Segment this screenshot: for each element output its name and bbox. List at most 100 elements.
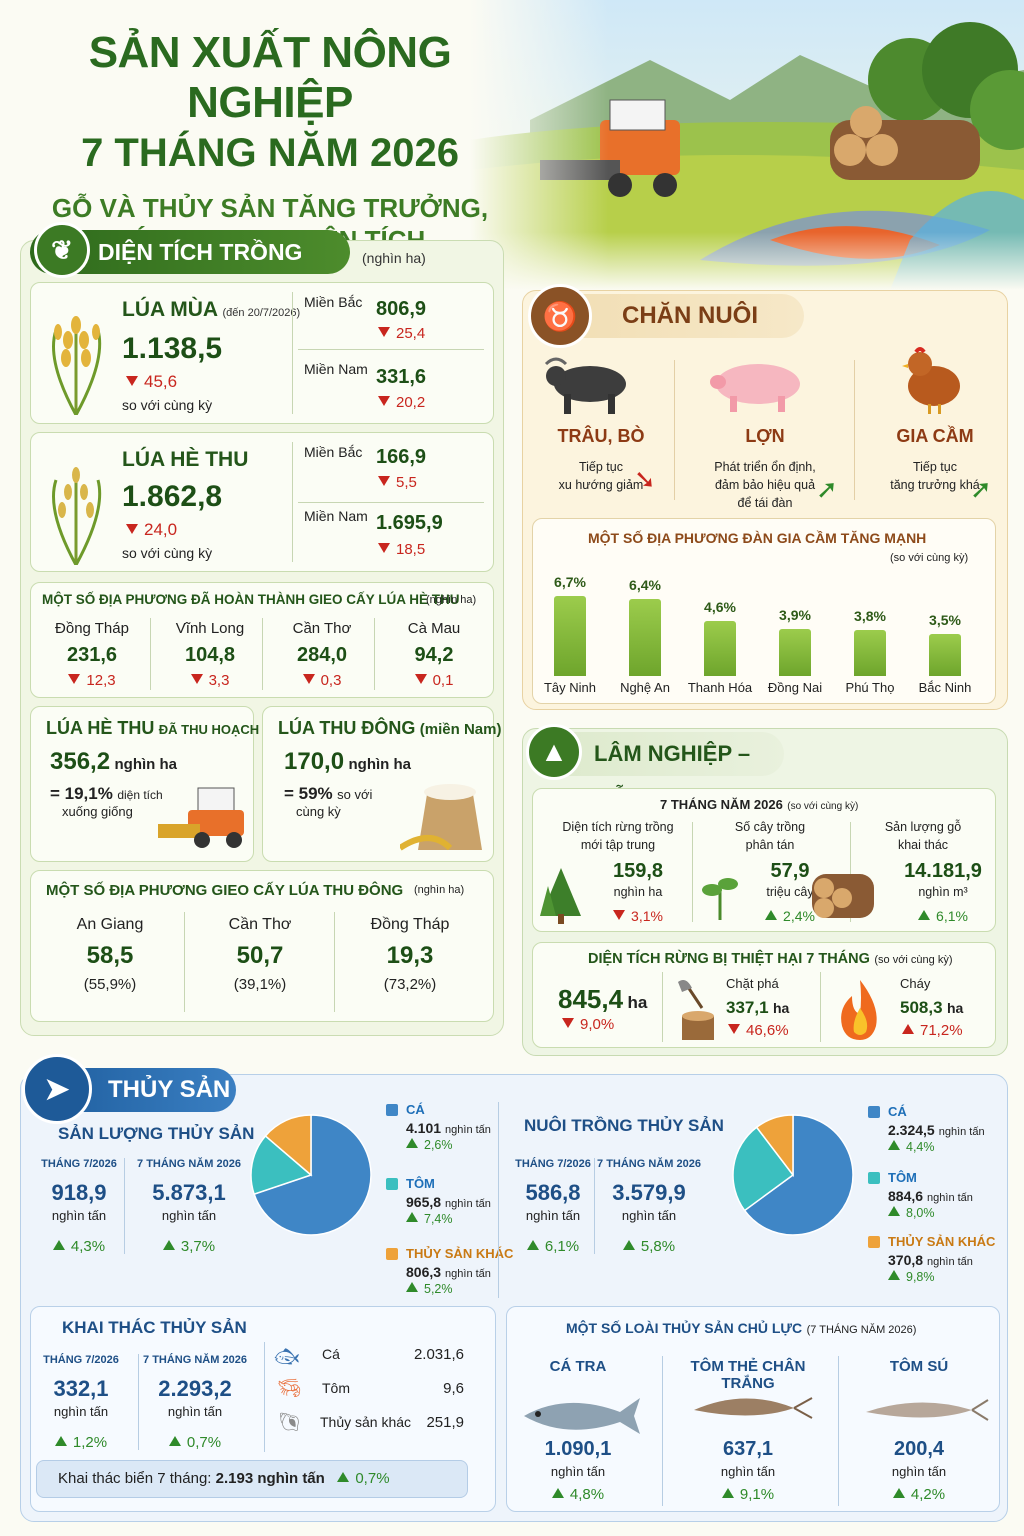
up-triangle-icon bbox=[765, 910, 778, 920]
species-unit: nghìn tấn bbox=[550, 1464, 606, 1479]
legend-value: 884,6 bbox=[888, 1188, 924, 1204]
main-title: SẢN XUẤT NÔNG NGHIỆP bbox=[88, 28, 452, 127]
lua-mua-compare: so với cùng kỳ bbox=[122, 397, 213, 413]
lua-he-thu-north-val: 166,9 bbox=[376, 446, 427, 468]
up-triangle-icon bbox=[902, 1024, 914, 1034]
rice-stalk-icon: ❦ bbox=[34, 222, 90, 278]
poultry-bar-label: 4,6% bbox=[704, 598, 736, 615]
sowing-card bbox=[30, 870, 494, 1022]
lua-mua-name: LÚA MÙA bbox=[122, 298, 219, 321]
lua-he-thu-north-label: Miền Bắc bbox=[304, 444, 363, 460]
species-unit: nghìn tấn bbox=[891, 1464, 947, 1479]
legend-unit: nghìn tấn bbox=[445, 1124, 491, 1136]
livestock-text: xu hướng giảm bbox=[558, 478, 644, 492]
stat-value: 918,9 bbox=[51, 1180, 107, 1205]
stat-period-label: 7 THÁNG NĂM 2026 bbox=[597, 1158, 701, 1170]
stat-change: 3,7% bbox=[134, 1238, 244, 1255]
sowing-unit: (nghìn ha) bbox=[414, 884, 465, 896]
up-triangle-icon bbox=[721, 1488, 734, 1498]
divider bbox=[334, 912, 335, 1012]
species-unit: nghìn tấn bbox=[720, 1464, 776, 1479]
legend-value-row: 806,3 nghìn tấn bbox=[406, 1264, 491, 1282]
trend-down-arrow-icon: ➘ bbox=[634, 464, 656, 494]
poultry-bar-label: 6,7% bbox=[554, 573, 586, 590]
divider bbox=[374, 618, 375, 690]
up-triangle-icon bbox=[162, 1240, 175, 1250]
stat-period-label: 7 THÁNG NĂM 2026 bbox=[143, 1354, 247, 1366]
poultry-bar bbox=[629, 599, 661, 676]
forestry-period: 7 THÁNG NĂM 2026 (so với cùng kỳ) bbox=[660, 796, 858, 814]
stat-period-label: 7 THÁNG NĂM 2026 bbox=[137, 1158, 241, 1170]
damage-change-value: 9,0% bbox=[580, 1016, 615, 1033]
change-value: 4,8% bbox=[569, 1486, 605, 1503]
sowing-region-pct: (73,2%) bbox=[383, 976, 437, 993]
up-triangle-icon bbox=[406, 1138, 418, 1148]
forestry-item-unit: nghìn ha bbox=[613, 885, 663, 899]
livestock-text: để tái đàn bbox=[737, 496, 793, 510]
forestry-stats-card bbox=[532, 788, 996, 932]
thu-dong-pct-row: = 59% so với bbox=[284, 784, 372, 804]
poultry-bar-label: 3,8% bbox=[854, 608, 886, 625]
fish-icon: ➤ bbox=[22, 1054, 92, 1124]
legend-change: 2,6% bbox=[406, 1138, 453, 1152]
poultry-category: Phú Thọ bbox=[845, 680, 895, 695]
species-value: 200,4 bbox=[893, 1438, 945, 1460]
shrimp-small-icon: 🦐︎ bbox=[278, 1378, 301, 1398]
livestock-text: Tiếp tục bbox=[912, 460, 957, 474]
forestry-header: ▲ LÂM NGHIỆP – GỖ bbox=[526, 724, 784, 810]
sea-catch-box bbox=[36, 1460, 468, 1498]
up-triangle-icon bbox=[892, 1488, 905, 1498]
logging-unit: ha bbox=[773, 1000, 790, 1016]
output-pie-chart bbox=[248, 1112, 374, 1243]
stat-unit: nghìn tấn bbox=[51, 1208, 107, 1223]
fire-label: Cháy bbox=[900, 976, 931, 991]
change-value: 0,3 bbox=[320, 672, 342, 689]
poultry-chart-title: MỘT SỐ ĐỊA PHƯƠNG ĐÀN GIA CẦM TĂNG MẠNH bbox=[588, 530, 927, 546]
change-value: 4,4% bbox=[906, 1140, 935, 1154]
harvested-value-row: 356,2 nghìn ha bbox=[50, 748, 177, 776]
poultry-chart-card bbox=[532, 518, 996, 704]
sea-catch-row: Khai thác biển 7 tháng: 2.193 nghìn tấn … bbox=[58, 1470, 390, 1487]
livestock-header-label: CHĂN NUÔI bbox=[622, 302, 758, 329]
sea-catch-value: 2.193 nghìn tấn bbox=[215, 1470, 325, 1487]
forestry-item-label: khai thác bbox=[897, 838, 949, 852]
rice-plant-icon bbox=[36, 300, 116, 420]
up-triangle-icon bbox=[888, 1270, 900, 1280]
fire-value-row: 508,3 ha bbox=[900, 998, 963, 1018]
pig-icon bbox=[706, 356, 810, 421]
fishery-header: ➤ THỦY SẢN bbox=[22, 1054, 236, 1124]
divider bbox=[850, 822, 851, 922]
divider bbox=[692, 822, 693, 922]
legend-value: 2.324,5 bbox=[888, 1122, 935, 1138]
change-value: 2,6% bbox=[424, 1138, 453, 1152]
sea-catch-label: Khai thác biển 7 tháng: bbox=[58, 1470, 212, 1487]
species-change: 4,8% bbox=[516, 1486, 640, 1503]
livestock-header: ♉ CHĂN NUÔI bbox=[528, 284, 804, 348]
forestry-item-unit: nghìn m³ bbox=[918, 885, 968, 899]
fire-unit: ha bbox=[947, 1000, 964, 1016]
farm-landscape-illustration bbox=[470, 0, 1024, 290]
legend-swatch bbox=[386, 1104, 398, 1116]
sowing-region-name: Cần Thơ bbox=[228, 916, 292, 933]
fire-change-value: 71,2% bbox=[920, 1022, 963, 1039]
up-triangle-icon bbox=[918, 910, 931, 920]
completed-region-name: Cà Mau bbox=[407, 620, 461, 637]
down-triangle-icon bbox=[68, 674, 81, 684]
damage-total: 845,4 bbox=[558, 984, 624, 1014]
pie-slice bbox=[755, 1114, 794, 1178]
completed-title: MỘT SỐ ĐỊA PHƯƠNG ĐÃ HOÀN THÀNH GIEO CẤY… bbox=[42, 592, 460, 607]
change-value: 4,2% bbox=[910, 1486, 946, 1503]
pangasius-fish-icon bbox=[516, 1390, 642, 1445]
lua-mua-change: 45,6 bbox=[126, 372, 177, 392]
livestock-text: Tiếp tục bbox=[578, 460, 623, 474]
up-triangle-icon bbox=[551, 1488, 564, 1498]
legend-name: TÔM bbox=[888, 1170, 917, 1185]
harvested-title: LÚA HÈ THU ĐÃ THU HOẠCH bbox=[46, 718, 259, 739]
livestock-name: TRÂU, BÒ bbox=[557, 426, 645, 446]
legend-value-row: 884,6 nghìn tấn bbox=[888, 1188, 973, 1206]
poultry-category: Thanh Hóa bbox=[687, 680, 753, 695]
change-value: 4,3% bbox=[70, 1238, 106, 1255]
catch-item-name: Thủy sản khác bbox=[320, 1414, 412, 1430]
change-value: 5,2% bbox=[424, 1282, 453, 1296]
change-value: 3,3 bbox=[208, 672, 230, 689]
